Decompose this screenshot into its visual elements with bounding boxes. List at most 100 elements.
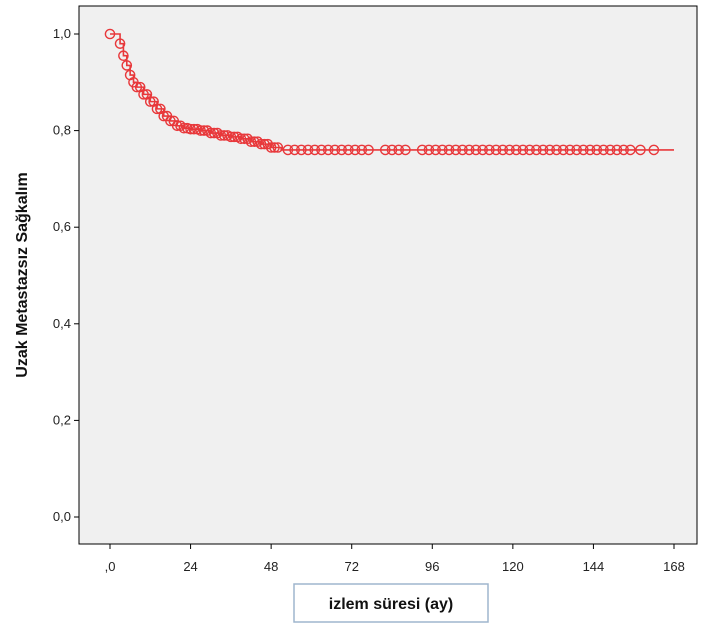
censor-marker bbox=[490, 144, 502, 156]
censor-marker bbox=[118, 50, 129, 62]
censor-marker bbox=[252, 136, 264, 148]
series-layer bbox=[104, 28, 674, 156]
x-axis-title: izlem süresi (ay) bbox=[329, 596, 454, 613]
censor-marker bbox=[205, 127, 217, 139]
x-tick-label: 72 bbox=[344, 559, 358, 574]
censor-marker bbox=[463, 144, 475, 156]
censor-marker bbox=[386, 144, 398, 156]
censor-marker bbox=[151, 103, 163, 115]
censor-marker bbox=[400, 144, 411, 156]
censor-marker bbox=[114, 38, 126, 49]
y-tick-label: 0,2 bbox=[53, 412, 71, 427]
censor-marker bbox=[598, 144, 609, 156]
censor-marker bbox=[551, 144, 562, 156]
censor-marker bbox=[531, 144, 542, 156]
censor-marker bbox=[249, 136, 260, 148]
censor-marker bbox=[322, 144, 334, 156]
censor-marker bbox=[443, 144, 455, 156]
censor-marker bbox=[537, 144, 549, 156]
censor-marker bbox=[470, 144, 482, 156]
y-axis: 0,0 0,2 0,4 0,6 0,8 1,0 bbox=[53, 26, 79, 524]
censor-marker bbox=[255, 138, 267, 150]
censor-marker bbox=[175, 120, 186, 132]
censor-marker bbox=[188, 123, 200, 135]
x-axis: ,0 24 48 72 96 120 144 168 bbox=[105, 544, 685, 574]
censor-marker bbox=[195, 125, 206, 136]
censor-marker bbox=[296, 144, 307, 156]
x-axis-title-box bbox=[293, 583, 489, 623]
censor-marker bbox=[138, 89, 149, 100]
censor-marker bbox=[245, 136, 257, 148]
censor-marker bbox=[121, 60, 133, 71]
x-tick-label: 48 bbox=[264, 559, 278, 574]
censor-marker bbox=[228, 131, 240, 143]
censor-marker bbox=[477, 144, 488, 156]
censor-marker bbox=[242, 133, 253, 145]
y-tick-label: 0,6 bbox=[53, 219, 71, 234]
x-tick-label: ,0 bbox=[105, 559, 116, 574]
censor-marker bbox=[225, 131, 237, 143]
censor-marker bbox=[437, 144, 448, 156]
censor-marker bbox=[618, 144, 629, 156]
x-tick-label: 120 bbox=[502, 559, 524, 574]
censor-marker bbox=[272, 142, 284, 153]
censor-marker bbox=[171, 120, 183, 132]
censor-marker bbox=[635, 144, 646, 156]
censor-marker bbox=[611, 144, 623, 156]
censor-marker bbox=[215, 130, 227, 141]
censor-marker bbox=[269, 142, 280, 153]
censor-marker bbox=[484, 144, 495, 156]
censor-marker bbox=[591, 144, 603, 156]
censor-marker bbox=[178, 122, 190, 134]
censor-marker bbox=[282, 144, 294, 156]
censor-marker bbox=[349, 144, 361, 156]
censor-marker bbox=[343, 144, 354, 156]
plot-area bbox=[78, 5, 698, 545]
censor-marker bbox=[510, 144, 522, 156]
y-axis-title: Uzak Metastazsız Sağkalım bbox=[14, 172, 31, 377]
y-tick-label: 1,0 bbox=[53, 26, 71, 41]
censor-marker bbox=[185, 123, 196, 135]
censor-marker bbox=[430, 144, 441, 156]
y-tick-label: 0,8 bbox=[53, 123, 71, 138]
censor-marker bbox=[557, 144, 569, 156]
censor-marker bbox=[544, 144, 556, 156]
censor-marker bbox=[423, 144, 435, 156]
censor-marker bbox=[517, 144, 529, 156]
censor-marker bbox=[524, 144, 535, 156]
censor-marker bbox=[302, 144, 314, 156]
y-tick-label: 0,4 bbox=[53, 316, 71, 331]
censor-marker bbox=[329, 144, 341, 156]
censor-marker bbox=[416, 144, 428, 156]
censor-marker bbox=[356, 144, 368, 156]
censor-marker bbox=[379, 144, 391, 156]
censor-marker bbox=[393, 144, 405, 156]
censor-marker bbox=[363, 144, 374, 156]
censor-marker bbox=[104, 28, 116, 40]
censor-marker bbox=[235, 133, 247, 145]
censor-marker bbox=[262, 138, 274, 150]
censor-marker bbox=[604, 144, 616, 156]
censor-marker bbox=[625, 144, 636, 156]
censor-marker bbox=[316, 144, 327, 156]
censor-marker bbox=[578, 144, 589, 156]
censor-marker bbox=[289, 144, 300, 156]
censor-marker bbox=[212, 127, 223, 139]
censor-marker bbox=[202, 125, 213, 136]
censor-marker bbox=[238, 133, 250, 145]
censor-marker bbox=[265, 142, 277, 153]
censor-marker bbox=[648, 144, 660, 156]
x-tick-label: 24 bbox=[183, 559, 197, 574]
y-tick-label: 0,0 bbox=[53, 509, 71, 524]
censor-marker bbox=[571, 144, 582, 156]
censor-marker bbox=[564, 144, 576, 156]
censor-marker bbox=[208, 127, 220, 139]
censor-marker bbox=[450, 144, 462, 156]
censor-marker bbox=[497, 144, 509, 156]
x-tick-label: 144 bbox=[583, 559, 605, 574]
censor-marker bbox=[144, 96, 156, 107]
censor-marker bbox=[336, 144, 347, 156]
x-tick-label: 96 bbox=[425, 559, 439, 574]
